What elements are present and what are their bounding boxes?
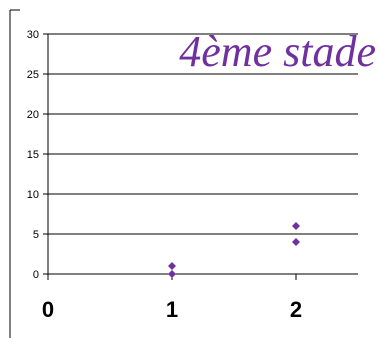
x-tick-label-2: 2 [290,297,302,322]
data-point-0-2 [292,222,300,230]
chart-title: 4ème stade [179,27,376,76]
x-tick-label-0: 0 [42,297,54,322]
y-tick-label-20: 20 [27,109,39,121]
y-tick-label-15: 15 [27,149,39,161]
x-tick-labels: 0 1 2 [42,297,302,322]
grid-lines [43,33,358,275]
data-points [168,222,300,278]
y-tick-label-10: 10 [27,189,39,201]
data-point-0-3 [292,238,300,246]
y-tick-label-30: 30 [27,29,39,41]
data-point-0-0 [168,262,176,270]
y-tick-label-5: 5 [33,229,39,241]
y-tick-label-25: 25 [27,69,39,81]
data-point-0-1 [168,270,176,278]
x-tick-label-1: 1 [166,297,178,322]
y-tick-label-0: 0 [33,269,39,281]
y-tick-labels: 0 5 10 15 20 25 30 [27,29,39,281]
